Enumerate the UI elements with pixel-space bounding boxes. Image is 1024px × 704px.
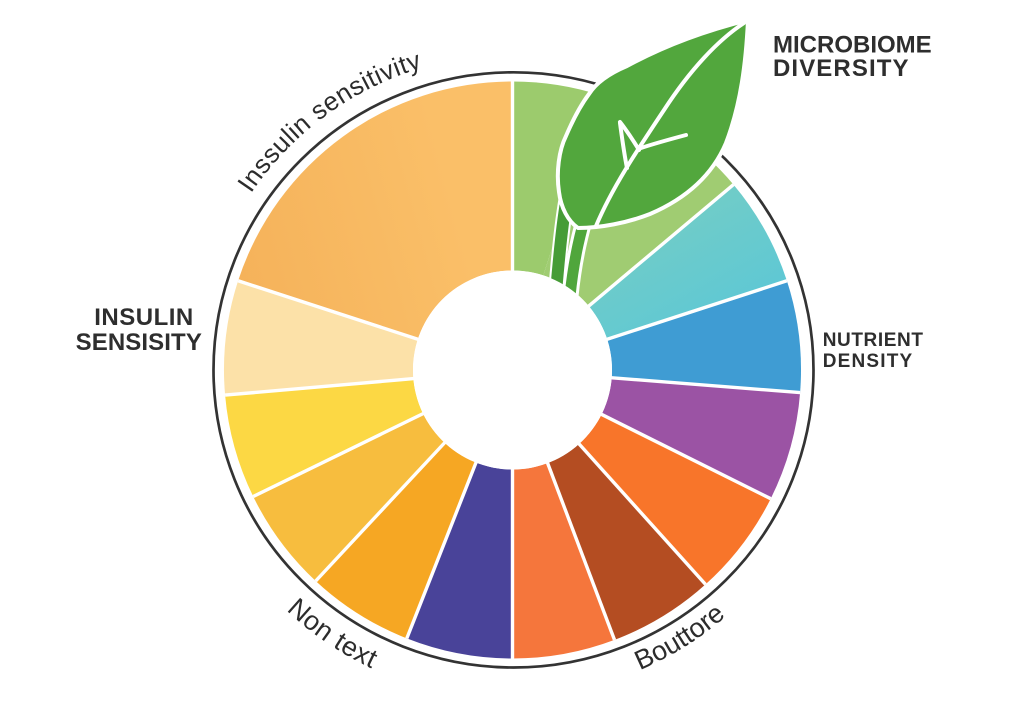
svg-text:INSULIN: INSULIN: [94, 304, 194, 331]
svg-text:DIVERSITY: DIVERSITY: [773, 55, 910, 82]
svg-text:SENSISITY: SENSISITY: [76, 329, 202, 356]
svg-text:NUTRIENT: NUTRIENT: [823, 330, 924, 351]
svg-text:MICROBIOME: MICROBIOME: [773, 32, 932, 59]
svg-text:DENSITY: DENSITY: [823, 351, 914, 372]
